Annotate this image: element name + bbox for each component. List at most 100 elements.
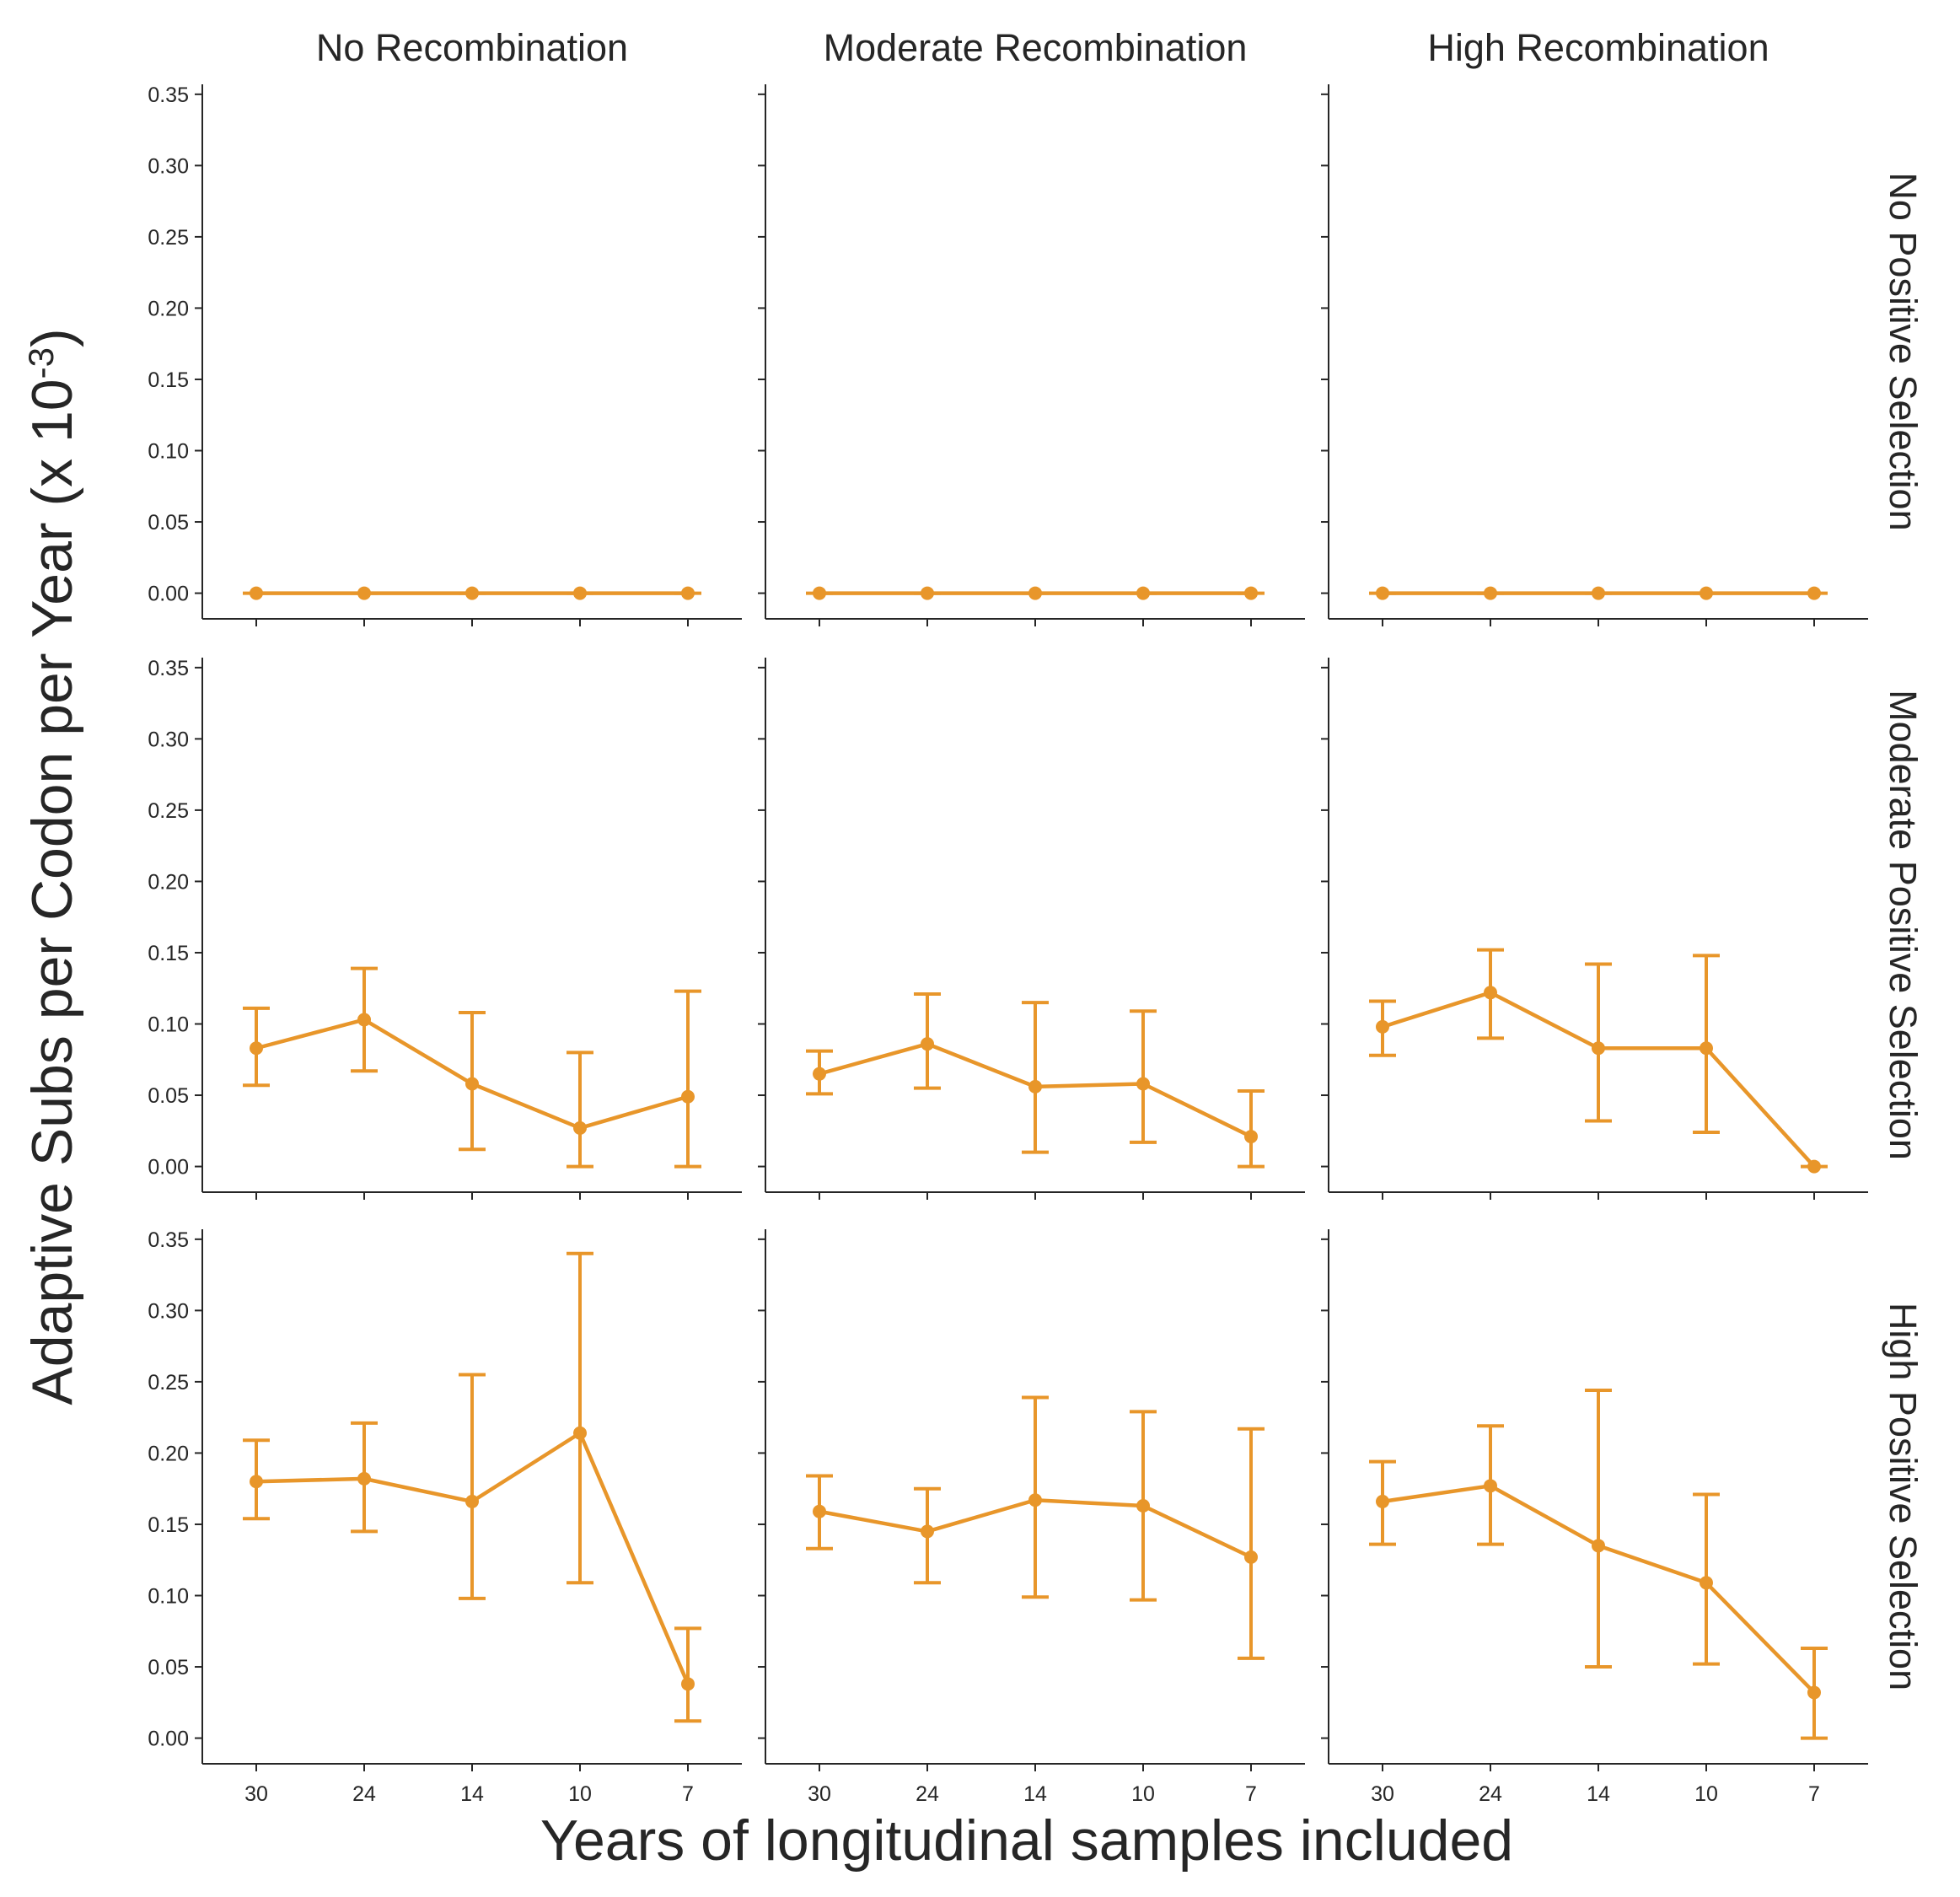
y-tick-label: 0.25 — [148, 799, 189, 823]
error-bar — [567, 1251, 593, 1585]
data-point — [1244, 586, 1258, 600]
y-tick-label: 0.10 — [148, 440, 189, 464]
column-title-1: No Recombination — [316, 26, 628, 69]
data-point — [1807, 1685, 1821, 1700]
data-point — [357, 1013, 371, 1027]
row-title-3: High Positive Selection — [1882, 1303, 1925, 1690]
data-point — [1244, 1550, 1258, 1564]
y-axis-title-main: Adaptive Subs per Codon per Year (x 10 — [20, 379, 84, 1405]
data-point — [465, 1077, 479, 1091]
row-title-2: Moderate Positive Selection — [1882, 690, 1925, 1160]
data-point — [1592, 586, 1605, 600]
y-tick-label: 0.05 — [148, 511, 189, 535]
x-tick-label: 14 — [460, 1782, 484, 1806]
y-tick-label: 0.20 — [148, 1442, 189, 1465]
data-point — [1244, 1130, 1258, 1144]
data-point — [465, 1494, 479, 1508]
error-bar — [1130, 1009, 1157, 1144]
data-point — [813, 1504, 826, 1518]
x-tick-label: 14 — [1587, 1782, 1610, 1806]
data-point — [1376, 586, 1389, 600]
data-point — [1484, 1479, 1497, 1493]
data-point — [813, 1067, 826, 1081]
data-point — [250, 586, 263, 600]
y-tick-label: 0.15 — [148, 368, 189, 392]
y-tick-label: 0.25 — [148, 226, 189, 250]
x-tick-label: 24 — [352, 1782, 376, 1806]
data-point — [1807, 586, 1821, 600]
data-point — [1136, 1077, 1150, 1091]
x-tick-label: 7 — [1808, 1782, 1820, 1806]
error-bar — [1238, 1088, 1265, 1169]
row-titles: No Positive Selection Moderate Positive S… — [1882, 172, 1925, 1690]
data-point — [1136, 586, 1150, 600]
data-point — [573, 1120, 587, 1135]
y-tick-label: 0.00 — [148, 1156, 189, 1180]
column-titles: No Recombination Moderate Recombination Hi… — [316, 26, 1769, 69]
y-tick-label: 0.15 — [148, 942, 189, 965]
y-tick-label: 0.10 — [148, 1585, 189, 1609]
panel-r3-c2: 30 24 14 10 7 — [758, 1229, 1305, 1806]
data-point — [1136, 1498, 1150, 1513]
data-point — [1700, 586, 1713, 600]
error-bar — [1022, 1001, 1049, 1154]
data-point — [250, 1041, 263, 1056]
y-axis-title-superscript: -3 — [21, 347, 61, 379]
y-tick-label: 0.00 — [148, 1728, 189, 1751]
data-point — [573, 586, 587, 600]
panel-r1-c2 — [758, 84, 1305, 626]
data-point — [250, 1475, 263, 1489]
data-point — [1376, 1019, 1389, 1034]
y-tick-label: 0.10 — [148, 1013, 189, 1037]
y-tick-label: 0.25 — [148, 1371, 189, 1395]
x-tick-label: 10 — [1694, 1782, 1718, 1806]
data-point — [1028, 586, 1042, 600]
data-point — [573, 1426, 587, 1440]
x-tick-label: 10 — [1131, 1782, 1155, 1806]
data-point — [681, 1677, 695, 1691]
data-point — [1028, 1493, 1042, 1507]
data-point — [357, 586, 371, 600]
y-tick-label: 0.30 — [148, 728, 189, 751]
data-point — [813, 586, 826, 600]
y-tick-label: 0.05 — [148, 1656, 189, 1679]
y-axis-title-close: ) — [20, 328, 84, 347]
panel-r1-c1: 0.00 0.05 0.10 0.15 0.20 0.25 0.30 0.35 — [148, 83, 742, 626]
error-bar — [459, 1373, 486, 1600]
y-tick-label: 0.35 — [148, 83, 189, 107]
data-point — [1592, 1539, 1605, 1553]
x-tick-label: 24 — [916, 1782, 939, 1806]
data-point — [1592, 1041, 1605, 1056]
x-tick-label: 24 — [1479, 1782, 1502, 1806]
error-bar — [1238, 1427, 1265, 1660]
row-title-1: No Positive Selection — [1882, 172, 1925, 530]
data-point — [1700, 1576, 1713, 1590]
y-tick-label: 0.30 — [148, 1299, 189, 1323]
y-tick-label: 0.30 — [148, 154, 189, 178]
error-bar — [1585, 1389, 1612, 1669]
y-tick-label: 0.35 — [148, 657, 189, 680]
data-point — [681, 586, 695, 600]
data-point — [921, 1037, 934, 1051]
x-tick-label: 7 — [1245, 1782, 1257, 1806]
panel-r3-c3: 30 24 14 10 7 — [1321, 1229, 1868, 1806]
y-axis-title: Adaptive Subs per Codon per Year (x 10-3… — [20, 328, 84, 1405]
data-point — [1807, 1159, 1821, 1174]
panel-r2-c3 — [1321, 658, 1868, 1200]
column-title-2: Moderate Recombination — [824, 26, 1248, 69]
y-tick-label: 0.00 — [148, 583, 189, 606]
panel-r2-c2 — [758, 658, 1305, 1200]
x-tick-label: 7 — [682, 1782, 694, 1806]
data-point — [1484, 586, 1497, 600]
x-tick-label: 14 — [1023, 1782, 1047, 1806]
x-tick-label: 30 — [808, 1782, 831, 1806]
data-point — [357, 1471, 371, 1486]
y-tick-label: 0.15 — [148, 1513, 189, 1537]
data-point — [921, 586, 934, 600]
panel-r2-c1: 0.00 0.05 0.10 0.15 0.20 0.25 0.30 0.35 — [148, 657, 742, 1200]
panel-r3-c1: 0.00 0.05 0.10 0.15 0.20 0.25 0.30 0.35 30 24 14 10… — [148, 1228, 742, 1806]
data-point — [1484, 986, 1497, 1000]
data-point — [465, 586, 479, 600]
panel-r1-c3 — [1321, 84, 1868, 626]
